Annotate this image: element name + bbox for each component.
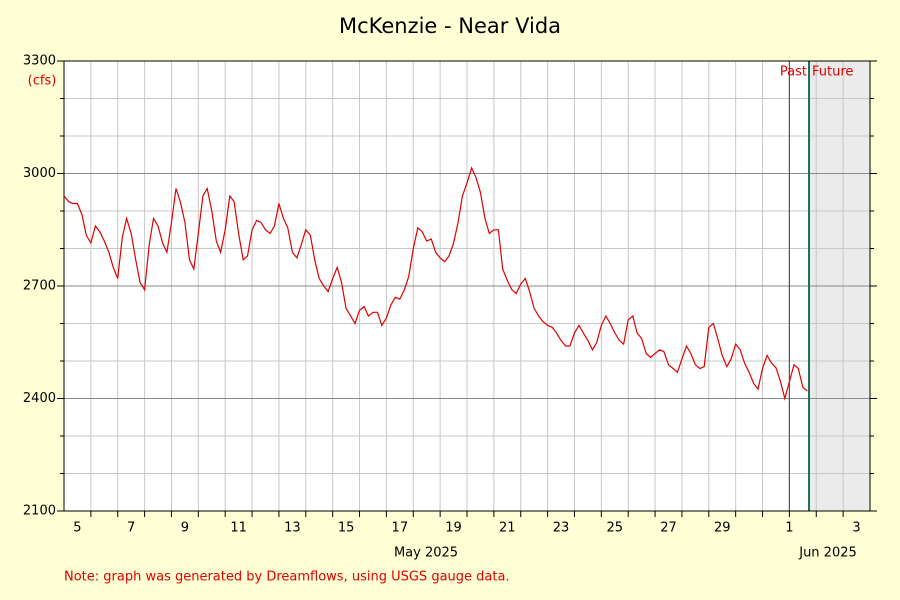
y-tick-label: 2400	[23, 391, 56, 406]
x-tick-label: 25	[606, 521, 623, 536]
x-tick-label: 15	[338, 521, 355, 536]
y-tick-label: 3000	[23, 166, 56, 181]
x-tick-label: 17	[392, 521, 409, 536]
month-label: Jun 2025	[798, 546, 857, 561]
future-label: Future	[812, 65, 853, 80]
x-tick-label: 13	[284, 521, 301, 536]
y-tick-label: 2700	[23, 279, 56, 294]
x-tick-label: 23	[553, 521, 570, 536]
month-label: May 2025	[394, 546, 458, 561]
x-tick-label: 9	[181, 521, 189, 536]
x-tick-label: 3	[852, 521, 860, 536]
chart-title: McKenzie - Near Vida	[339, 14, 561, 38]
note: Note: graph was generated by Dreamflows,…	[64, 570, 510, 585]
series-line	[63, 166, 808, 401]
x-tick-label: 21	[499, 521, 516, 536]
y-tick-label: 2100	[23, 504, 56, 519]
x-tick-label: 11	[230, 521, 247, 536]
x-tick-label: 1	[785, 521, 793, 536]
x-tick-label: 29	[714, 521, 731, 536]
x-tick-label: 7	[127, 521, 135, 536]
y-unit: (cfs)	[28, 74, 57, 89]
x-tick-label: 19	[445, 521, 462, 536]
plot-frame	[63, 60, 871, 512]
past-label: Past	[780, 65, 807, 80]
x-tick-label: 27	[660, 521, 677, 536]
x-tick-label: 5	[73, 521, 81, 536]
y-tick-label: 3300	[23, 54, 56, 69]
